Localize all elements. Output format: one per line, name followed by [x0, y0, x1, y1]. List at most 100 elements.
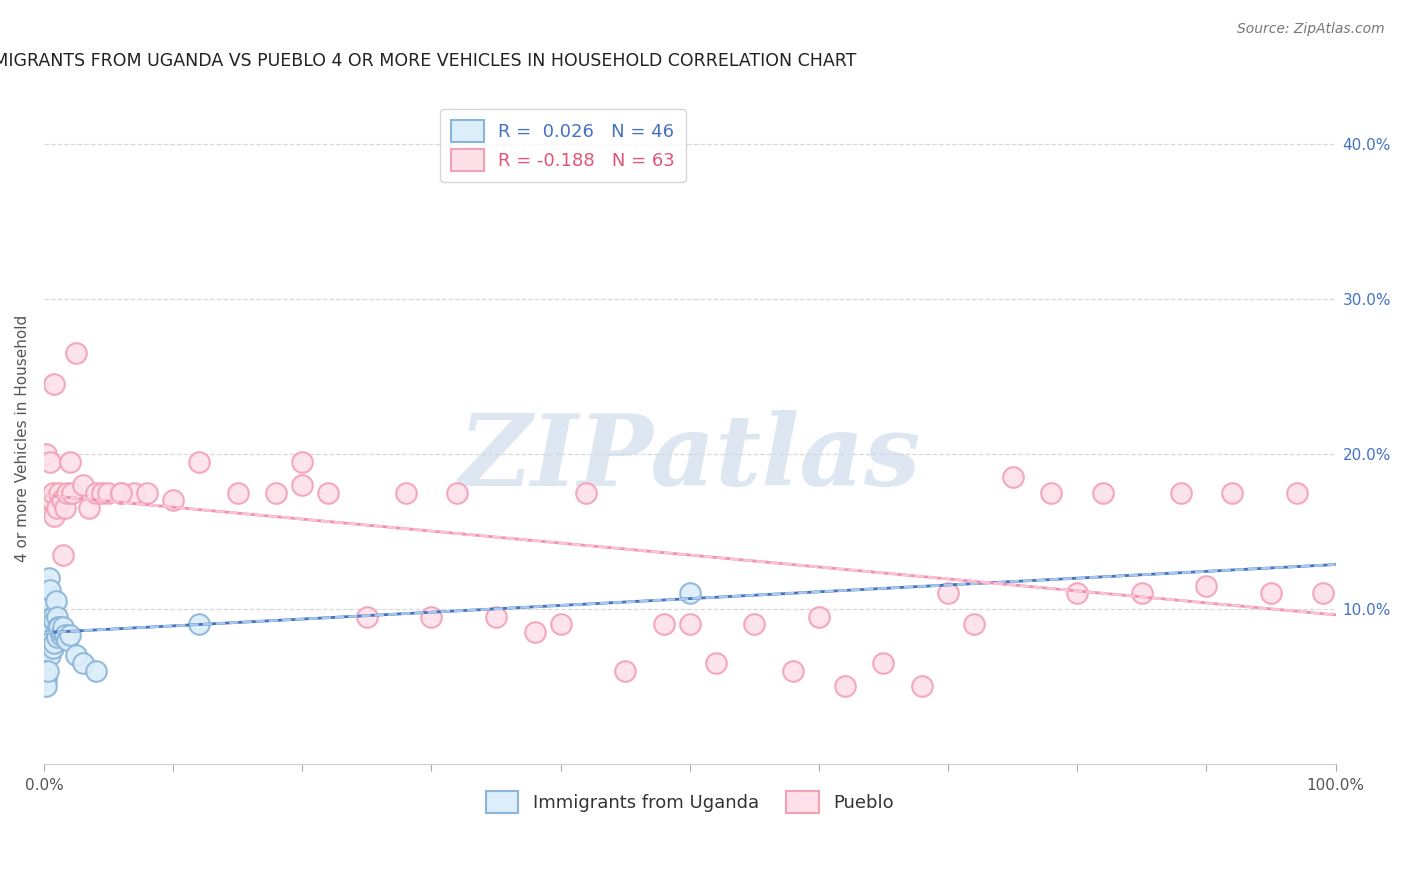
Point: [35, 586, 58, 600]
Point: [807, 609, 830, 624]
Point: [51, 625, 73, 640]
Legend: Immigrants from Uganda, Pueblo: Immigrants from Uganda, Pueblo: [478, 783, 901, 820]
Point: [35, 447, 58, 461]
Point: [35, 672, 58, 686]
Point: [35, 632, 58, 647]
Text: Source: ZipAtlas.com: Source: ZipAtlas.com: [1237, 22, 1385, 37]
Point: [37, 590, 59, 604]
Point: [963, 617, 986, 632]
Point: [742, 617, 765, 632]
Point: [226, 485, 249, 500]
Point: [34, 617, 56, 632]
Point: [44, 636, 66, 650]
Point: [49, 628, 72, 642]
Point: [42, 485, 65, 500]
Point: [110, 485, 132, 500]
Point: [46, 620, 69, 634]
Y-axis label: 4 or more Vehicles in Household: 4 or more Vehicles in Household: [15, 315, 30, 562]
Point: [704, 656, 727, 670]
Point: [39, 648, 62, 663]
Point: [550, 617, 572, 632]
Point: [485, 609, 508, 624]
Point: [1220, 485, 1243, 500]
Point: [84, 485, 107, 500]
Point: [394, 485, 416, 500]
Point: [1195, 579, 1218, 593]
Point: [34, 664, 56, 678]
Point: [834, 679, 856, 693]
Point: [42, 609, 65, 624]
Point: [48, 485, 70, 500]
Point: [110, 485, 132, 500]
Point: [56, 632, 79, 647]
Point: [1001, 470, 1024, 484]
Point: [187, 455, 209, 469]
Point: [59, 628, 82, 642]
Point: [84, 664, 107, 678]
Point: [45, 501, 67, 516]
Point: [614, 664, 637, 678]
Point: [38, 493, 60, 508]
Point: [60, 485, 83, 500]
Point: [56, 485, 79, 500]
Point: [1312, 586, 1334, 600]
Point: [523, 625, 546, 640]
Point: [37, 664, 59, 678]
Point: [44, 508, 66, 523]
Point: [162, 493, 184, 508]
Point: [936, 586, 959, 600]
Point: [37, 614, 59, 628]
Point: [35, 609, 58, 624]
Point: [44, 614, 66, 628]
Point: [37, 594, 59, 608]
Point: [136, 485, 159, 500]
Point: [65, 648, 87, 663]
Point: [782, 664, 804, 678]
Point: [124, 485, 146, 500]
Point: [420, 609, 443, 624]
Point: [575, 485, 598, 500]
Point: [53, 628, 76, 642]
Point: [35, 579, 58, 593]
Point: [1040, 485, 1063, 500]
Point: [1130, 586, 1153, 600]
Point: [39, 620, 62, 634]
Point: [1092, 485, 1115, 500]
Point: [77, 501, 100, 516]
Point: [35, 625, 58, 640]
Point: [291, 455, 314, 469]
Point: [679, 617, 702, 632]
Point: [1170, 485, 1192, 500]
Point: [1066, 586, 1088, 600]
Point: [42, 640, 65, 655]
Point: [52, 548, 75, 562]
Point: [44, 625, 66, 640]
Point: [51, 493, 73, 508]
Text: IMMIGRANTS FROM UGANDA VS PUEBLO 4 OR MORE VEHICLES IN HOUSEHOLD CORRELATION CHA: IMMIGRANTS FROM UGANDA VS PUEBLO 4 OR MO…: [0, 52, 856, 70]
Point: [65, 346, 87, 360]
Point: [446, 485, 468, 500]
Point: [39, 455, 62, 469]
Point: [37, 636, 59, 650]
Point: [679, 586, 702, 600]
Point: [38, 640, 60, 655]
Point: [291, 478, 314, 492]
Point: [45, 609, 67, 624]
Point: [45, 630, 67, 644]
Point: [91, 485, 114, 500]
Point: [41, 632, 63, 647]
Point: [97, 485, 120, 500]
Point: [59, 455, 82, 469]
Point: [48, 620, 70, 634]
Point: [44, 377, 66, 392]
Point: [41, 493, 63, 508]
Point: [37, 625, 59, 640]
Point: [35, 679, 58, 693]
Point: [72, 478, 94, 492]
Point: [72, 656, 94, 670]
Point: [38, 620, 60, 634]
Point: [53, 501, 76, 516]
Point: [652, 617, 675, 632]
Point: [872, 656, 894, 670]
Point: [44, 594, 66, 608]
